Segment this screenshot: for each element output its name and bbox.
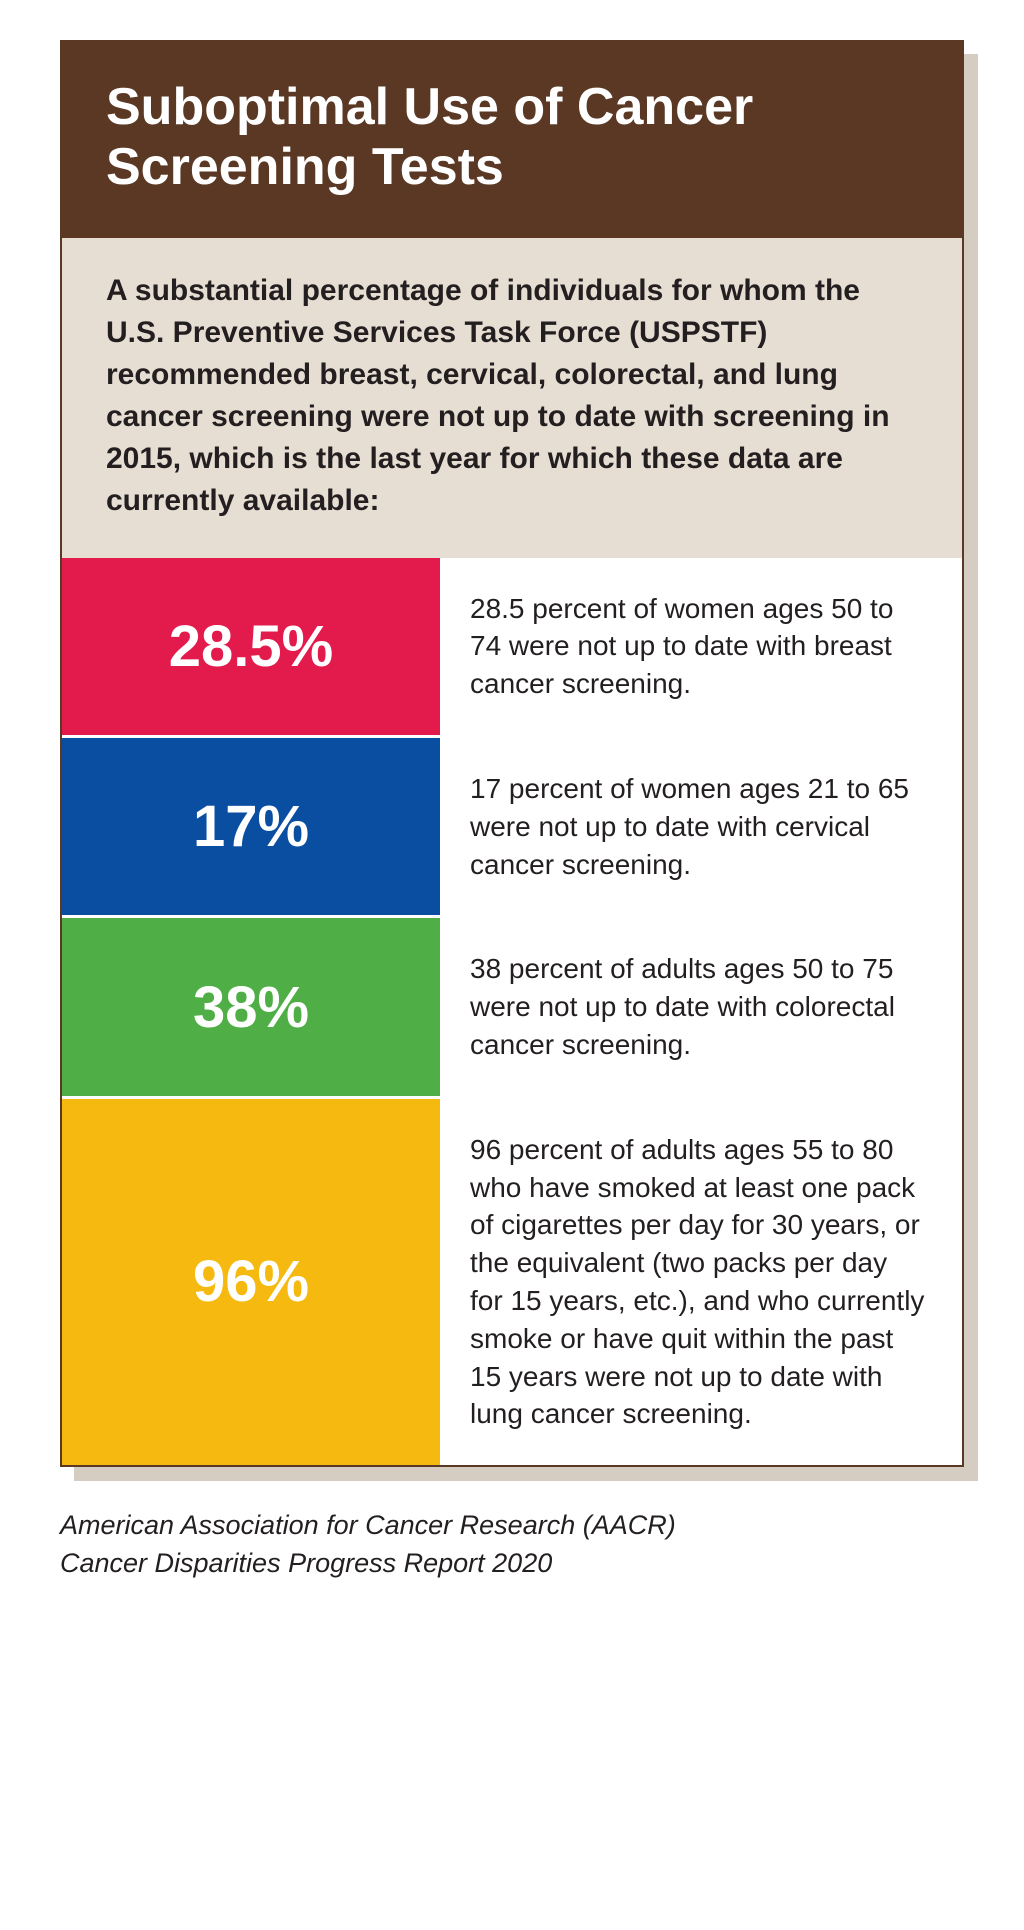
- stat-percentage: 17%: [62, 738, 440, 915]
- card-header: Suboptimal Use of Cancer Screening Tests: [62, 42, 962, 238]
- stat-rows: 28.5%28.5 percent of women ages 50 to 74…: [62, 558, 962, 1466]
- stat-description: 96 percent of adults ages 55 to 80 who h…: [440, 1099, 962, 1465]
- footer-line-2: Cancer Disparities Progress Report 2020: [60, 1545, 964, 1583]
- stat-percentage: 28.5%: [62, 558, 440, 735]
- infographic-card: Suboptimal Use of Cancer Screening Tests…: [60, 40, 964, 1467]
- stat-percentage: 96%: [62, 1099, 440, 1465]
- intro-text: A substantial percentage of individuals …: [62, 238, 962, 558]
- card-body: Suboptimal Use of Cancer Screening Tests…: [60, 40, 964, 1467]
- stat-description: 17 percent of women ages 21 to 65 were n…: [440, 738, 962, 915]
- stat-row: 28.5%28.5 percent of women ages 50 to 74…: [62, 558, 962, 735]
- stat-row: 96%96 percent of adults ages 55 to 80 wh…: [62, 1096, 962, 1465]
- card-title: Suboptimal Use of Cancer Screening Tests: [106, 78, 918, 198]
- footer-citation: American Association for Cancer Research…: [60, 1507, 964, 1583]
- stat-description: 28.5 percent of women ages 50 to 74 were…: [440, 558, 962, 735]
- stat-percentage: 38%: [62, 918, 440, 1095]
- stat-description: 38 percent of adults ages 50 to 75 were …: [440, 918, 962, 1095]
- stat-row: 38%38 percent of adults ages 50 to 75 we…: [62, 915, 962, 1095]
- footer-line-1: American Association for Cancer Research…: [60, 1507, 964, 1545]
- stat-row: 17%17 percent of women ages 21 to 65 wer…: [62, 735, 962, 915]
